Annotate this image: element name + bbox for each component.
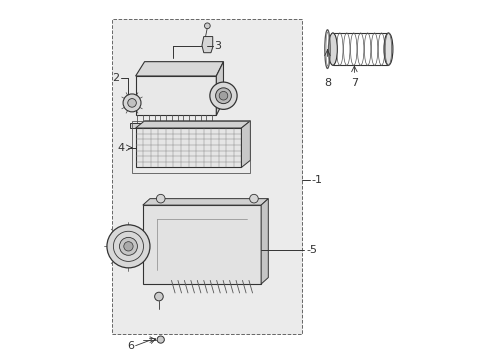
Circle shape — [204, 23, 210, 29]
Polygon shape — [202, 37, 213, 53]
Circle shape — [124, 242, 133, 251]
Ellipse shape — [328, 33, 337, 65]
Polygon shape — [242, 121, 250, 167]
Circle shape — [157, 336, 164, 343]
Text: -1: -1 — [311, 175, 322, 185]
Polygon shape — [136, 76, 216, 116]
Circle shape — [123, 94, 141, 112]
Circle shape — [210, 82, 237, 109]
Text: 7: 7 — [351, 78, 358, 88]
Circle shape — [155, 292, 163, 301]
Ellipse shape — [384, 33, 393, 65]
Circle shape — [107, 225, 150, 268]
Circle shape — [156, 194, 165, 203]
Polygon shape — [130, 123, 220, 128]
Circle shape — [219, 91, 228, 100]
Polygon shape — [261, 199, 269, 284]
Text: 4: 4 — [118, 143, 125, 153]
Polygon shape — [136, 62, 223, 76]
Polygon shape — [136, 121, 250, 128]
Circle shape — [128, 99, 136, 107]
Text: 3: 3 — [215, 41, 221, 50]
Polygon shape — [143, 199, 269, 205]
Circle shape — [250, 194, 258, 203]
Text: 8: 8 — [324, 78, 331, 88]
Text: 6: 6 — [127, 341, 134, 351]
Text: -5: -5 — [306, 245, 317, 255]
Bar — [112, 19, 302, 334]
Polygon shape — [216, 62, 223, 116]
Polygon shape — [143, 205, 261, 284]
Circle shape — [216, 88, 231, 104]
Text: 2: 2 — [112, 73, 120, 83]
Bar — [136, 128, 242, 167]
Bar — [132, 121, 250, 173]
Circle shape — [120, 237, 137, 255]
